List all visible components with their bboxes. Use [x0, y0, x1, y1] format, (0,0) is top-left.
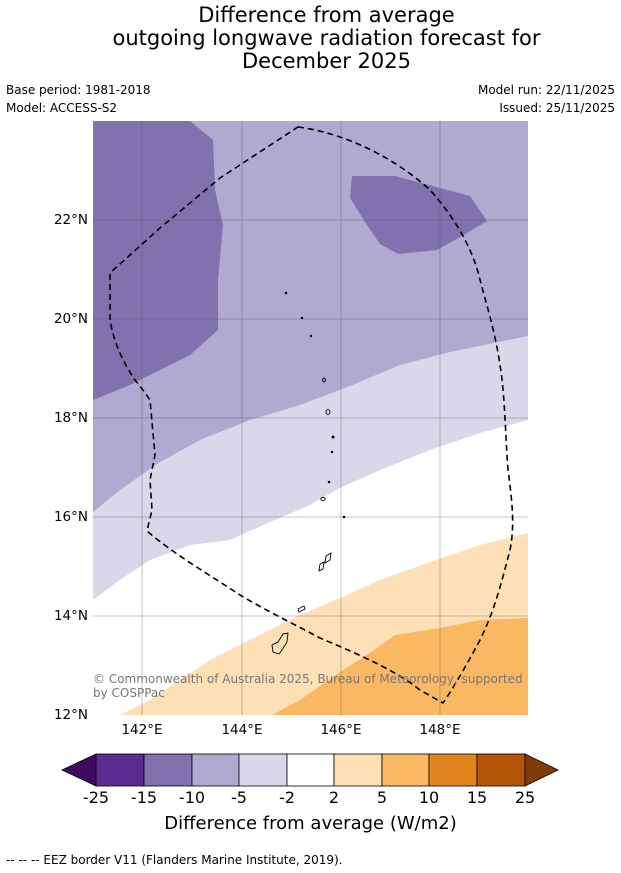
colorbar-tick: -5: [231, 788, 247, 807]
lat-label-22: 22°N: [53, 212, 88, 228]
colorbar-box-1: [95, 753, 145, 787]
title-line-1: Difference from average: [198, 3, 455, 27]
colorbar-box-2: [143, 753, 193, 787]
colorbar-label: Difference from average (W/m2): [164, 813, 457, 834]
colorbar-box-8: [428, 753, 478, 787]
colorbar-box-9: [476, 753, 526, 787]
colorbar-extend-low: [61, 753, 97, 787]
colorbar-tick: -15: [130, 788, 158, 807]
colorbar-tick: 2: [328, 788, 340, 807]
map-title: Difference from average outgoing longwav…: [0, 4, 621, 73]
lon-label-148: 148°E: [419, 722, 461, 738]
colorbar-box-7: [381, 753, 430, 787]
island-chain: [271, 291, 346, 655]
meta-right: Model run: 22/11/2025 Issued: 25/11/2025: [478, 81, 615, 117]
model-name: Model: ACCESS-S2: [6, 101, 118, 115]
meta-left: Base period: 1981-2018 Model: ACCESS-S2: [6, 81, 151, 117]
colorbar-tick: 25: [514, 788, 536, 807]
colorbar-tick: -10: [178, 788, 206, 807]
lat-label-18: 18°N: [53, 410, 88, 426]
lat-label-20: 20°N: [53, 311, 88, 327]
lon-label-146: 146°E: [320, 722, 362, 738]
colorbar-box-5: [286, 753, 335, 787]
eez-footnote: -- -- -- EEZ border V11 (Flanders Marine…: [6, 853, 343, 867]
band-m15-east: [350, 176, 487, 254]
lat-label-16: 16°N: [53, 509, 88, 525]
lon-label-142: 142°E: [121, 722, 163, 738]
band-m15-west: [93, 121, 223, 400]
issued-date: Issued: 25/11/2025: [499, 101, 615, 115]
model-run: Model run: 22/11/2025: [477, 83, 615, 97]
eez-border: [109, 126, 514, 705]
guam-island: [271, 632, 289, 655]
colorbar-box-3: [191, 753, 240, 787]
copyright-notice: © Commonwealth of Australia 2025, Bureau…: [93, 672, 523, 700]
colorbar: [61, 753, 559, 787]
lon-label-144: 144°E: [221, 722, 263, 738]
colorbar-tick: -2: [279, 788, 295, 807]
colorbar-box-4: [238, 753, 288, 787]
colorbar-box-6: [333, 753, 383, 787]
lat-label-12: 12°N: [53, 707, 88, 723]
colorbar-tick: 15: [466, 788, 488, 807]
title-line-2: outgoing longwave radiation forecast for: [112, 26, 541, 50]
lat-label-14: 14°N: [53, 608, 88, 624]
gridlines: [93, 121, 528, 715]
colorbar-tick: -25: [82, 788, 110, 807]
band-p5: [272, 618, 528, 715]
colorbar-tick: 10: [418, 788, 440, 807]
title-line-3: December 2025: [241, 49, 411, 73]
colorbar-tick: 5: [376, 788, 388, 807]
colorbar-extend-high: [524, 753, 559, 787]
base-period: Base period: 1981-2018: [6, 83, 151, 97]
